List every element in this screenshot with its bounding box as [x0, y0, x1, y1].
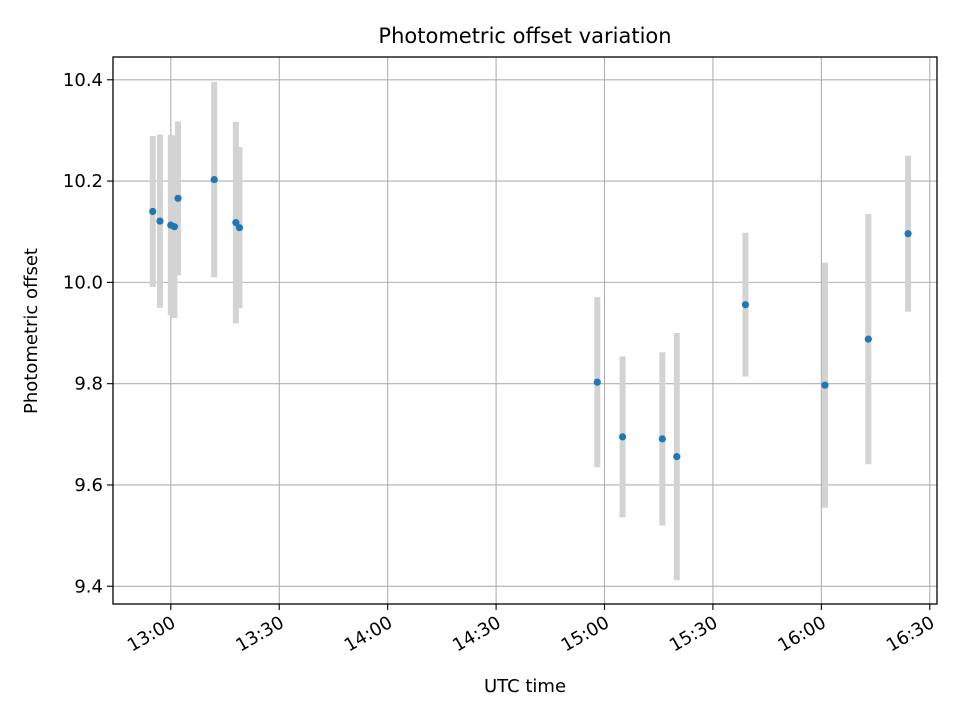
data-point: [741, 301, 750, 309]
data-point: [235, 224, 244, 232]
y-tick-label: 9.8: [74, 374, 103, 395]
grid: [113, 57, 937, 604]
data-point: [170, 223, 179, 231]
data-point: [658, 435, 666, 443]
y-ticks: 9.4 9.6 9.8 10.0 10.2 10.4: [63, 70, 113, 597]
y-tick-label: 9.4: [74, 576, 103, 597]
data-point: [210, 175, 218, 184]
data-points: [149, 175, 912, 461]
x-axis-label: UTC time: [484, 676, 566, 697]
chart-title: Photometric offset variation: [378, 24, 671, 48]
plot-frame: [112, 56, 938, 605]
y-tick-label: 10.4: [63, 70, 103, 91]
data-point: [821, 381, 829, 389]
data-point: [904, 230, 912, 238]
y-tick-label: 10.2: [63, 171, 103, 192]
y-tick-label: 9.6: [74, 475, 103, 496]
data-point: [232, 219, 240, 227]
data-point: [593, 378, 601, 386]
data-point: [174, 194, 182, 202]
data-point: [864, 335, 872, 343]
data-point: [149, 207, 157, 216]
data-point: [618, 433, 627, 441]
y-axis-label: Photometric offset: [21, 248, 42, 414]
data-point: [673, 453, 681, 461]
data-point: [156, 217, 164, 225]
y-tick-label: 10.0: [63, 272, 103, 293]
